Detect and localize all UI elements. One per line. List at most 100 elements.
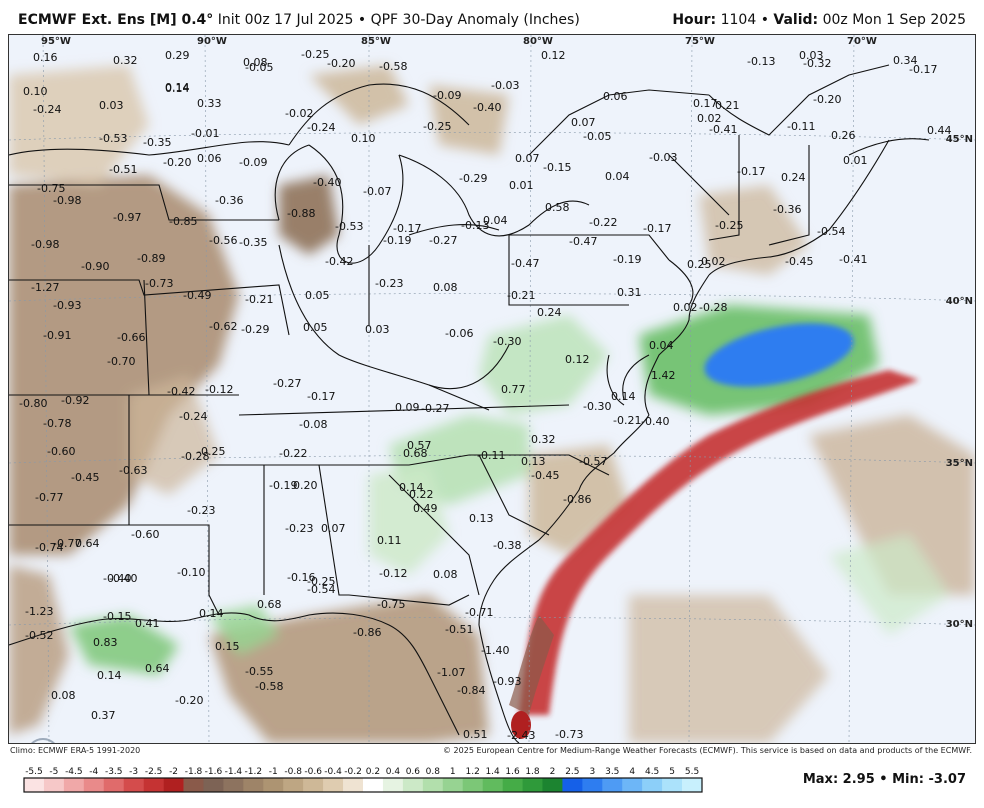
grid-value: 0.68 xyxy=(257,598,282,611)
legend-tick: -0.8 xyxy=(284,767,302,777)
grid-value: 0.83 xyxy=(93,636,118,649)
lon-label: 95°W xyxy=(41,36,71,47)
grid-value: 0.14 xyxy=(165,81,190,94)
legend-tick: 1.6 xyxy=(505,767,520,777)
grid-value: -0.30 xyxy=(583,400,611,413)
grid-value: -0.17 xyxy=(909,63,937,76)
init-time: Init 00z 17 Jul 2025 xyxy=(217,12,354,28)
grid-value: -0.11 xyxy=(787,120,815,133)
grid-value: 0.37 xyxy=(91,709,116,722)
grid-value: -0.13 xyxy=(461,219,489,232)
legend-swatch xyxy=(63,778,85,792)
legend-swatch xyxy=(562,778,583,792)
hour-label: Hour: xyxy=(672,12,717,28)
grid-value: 0.14 xyxy=(97,669,122,682)
grid-value: -0.75 xyxy=(377,598,405,611)
legend-tick: 3 xyxy=(589,767,595,777)
legend-tick: -2 xyxy=(169,767,178,777)
grid-value: -0.29 xyxy=(459,172,487,185)
legend-tick: 4 xyxy=(629,767,635,777)
grid-value: -0.93 xyxy=(53,299,81,312)
grid-value: 0.08 xyxy=(433,568,458,581)
valid-value: 00z Mon 1 Sep 2025 xyxy=(822,12,966,28)
legend-swatch xyxy=(542,778,563,792)
grid-value: -0.58 xyxy=(379,60,407,73)
grid-value: -0.09 xyxy=(433,89,461,102)
grid-value: -0.07 xyxy=(363,185,391,198)
legend-tick: -5 xyxy=(49,767,58,777)
grid-value: -0.21 xyxy=(245,293,273,306)
hour-value: 1104 xyxy=(720,12,757,28)
grid-value: 0.03 xyxy=(799,49,824,62)
grid-value: 0.14 xyxy=(199,607,224,620)
grid-value: -0.70 xyxy=(107,355,135,368)
grid-value: -0.55 xyxy=(245,665,273,678)
legend-swatch xyxy=(24,778,45,792)
grid-value: 0.15 xyxy=(215,640,240,653)
color-legend: -5.5 -5 -4.5 -4 -3.5 -3 -2.5 -2 -1.8 -1.6 -1.4 -1.2… xyxy=(22,764,704,798)
legend-tick: -1.6 xyxy=(205,767,223,777)
separator: • xyxy=(357,12,367,28)
grid-value: 0.07 xyxy=(321,522,346,535)
grid-value: -1.23 xyxy=(25,605,53,618)
grid-value: -0.84 xyxy=(457,684,485,697)
grid-value: -0.40 xyxy=(103,572,131,585)
grid-value: -0.19 xyxy=(613,253,641,266)
grid-value: -0.24 xyxy=(307,121,335,134)
legend-swatch xyxy=(203,778,224,792)
grid-value: -0.40 xyxy=(473,101,501,114)
grid-value: 0.13 xyxy=(469,512,494,525)
grid-value: -0.01 xyxy=(191,127,219,140)
grid-value: 0.21 xyxy=(715,99,740,112)
legend-tick: 0.4 xyxy=(386,767,401,777)
grid-value: 0.05 xyxy=(305,289,330,302)
climo-credit: Climo: ECMWF ERA-5 1991-2020 xyxy=(10,746,141,755)
legend-tick: 2.5 xyxy=(565,767,579,777)
legend-tick: 5 xyxy=(669,767,675,777)
grid-value: -0.22 xyxy=(589,216,617,229)
legend-swatch xyxy=(402,778,424,792)
grid-value: -0.36 xyxy=(215,194,243,207)
legend-tick: 0.8 xyxy=(426,767,441,777)
grid-value: 0.08 xyxy=(433,281,458,294)
grid-value: -0.02 xyxy=(285,107,313,120)
grid-value: -0.12 xyxy=(379,567,407,580)
grid-value: -0.78 xyxy=(43,417,71,430)
grid-value: -1.07 xyxy=(437,666,465,679)
grid-value: -0.97 xyxy=(113,211,141,224)
legend-tick: -3.5 xyxy=(105,767,123,777)
grid-value: -0.52 xyxy=(25,629,53,642)
legend-swatch xyxy=(103,778,125,792)
grid-value: 0.29 xyxy=(165,49,190,62)
ecmwf-credit: © 2025 European Centre for Medium-Range … xyxy=(443,746,972,755)
legend-tick: -1.4 xyxy=(225,767,243,777)
grid-value: -0.25 xyxy=(197,445,225,458)
legend-tick: -3 xyxy=(129,767,138,777)
grid-value: -0.90 xyxy=(81,260,109,273)
valid-label: Valid: xyxy=(773,12,819,28)
legend-swatch xyxy=(462,778,483,792)
max-min-stats: Max: 2.95 • Min: -3.07 xyxy=(803,772,966,787)
min-value: -3.07 xyxy=(928,772,966,787)
grid-value: -0.60 xyxy=(47,445,75,458)
grid-value: 0.49 xyxy=(413,502,438,515)
grid-value: -0.45 xyxy=(531,469,559,482)
legend-tick: 0.2 xyxy=(366,767,380,777)
grid-value: -0.28 xyxy=(181,450,209,463)
grid-value: -0.58 xyxy=(255,680,283,693)
longitude-labels: 95°W 90°W 85°W 80°W 75°W 70°W xyxy=(41,36,877,47)
grid-value: -0.38 xyxy=(493,539,521,552)
grid-value: -0.22 xyxy=(279,447,307,460)
lat-label: 45°N xyxy=(946,134,973,145)
grid-value: -0.66 xyxy=(117,331,145,344)
grid-value: -0.24 xyxy=(179,410,207,423)
legend-swatch xyxy=(223,778,244,792)
grid-value: -0.40 xyxy=(641,415,669,428)
anomaly-shading xyxy=(9,65,975,743)
grid-value: -0.92 xyxy=(61,394,89,407)
grid-value: -0.15 xyxy=(103,610,131,623)
grid-value: -0.06 xyxy=(445,327,473,340)
grid-value: 0.12 xyxy=(541,49,566,62)
lon-label: 85°W xyxy=(361,36,391,47)
grid-value: -0.29 xyxy=(241,323,269,336)
